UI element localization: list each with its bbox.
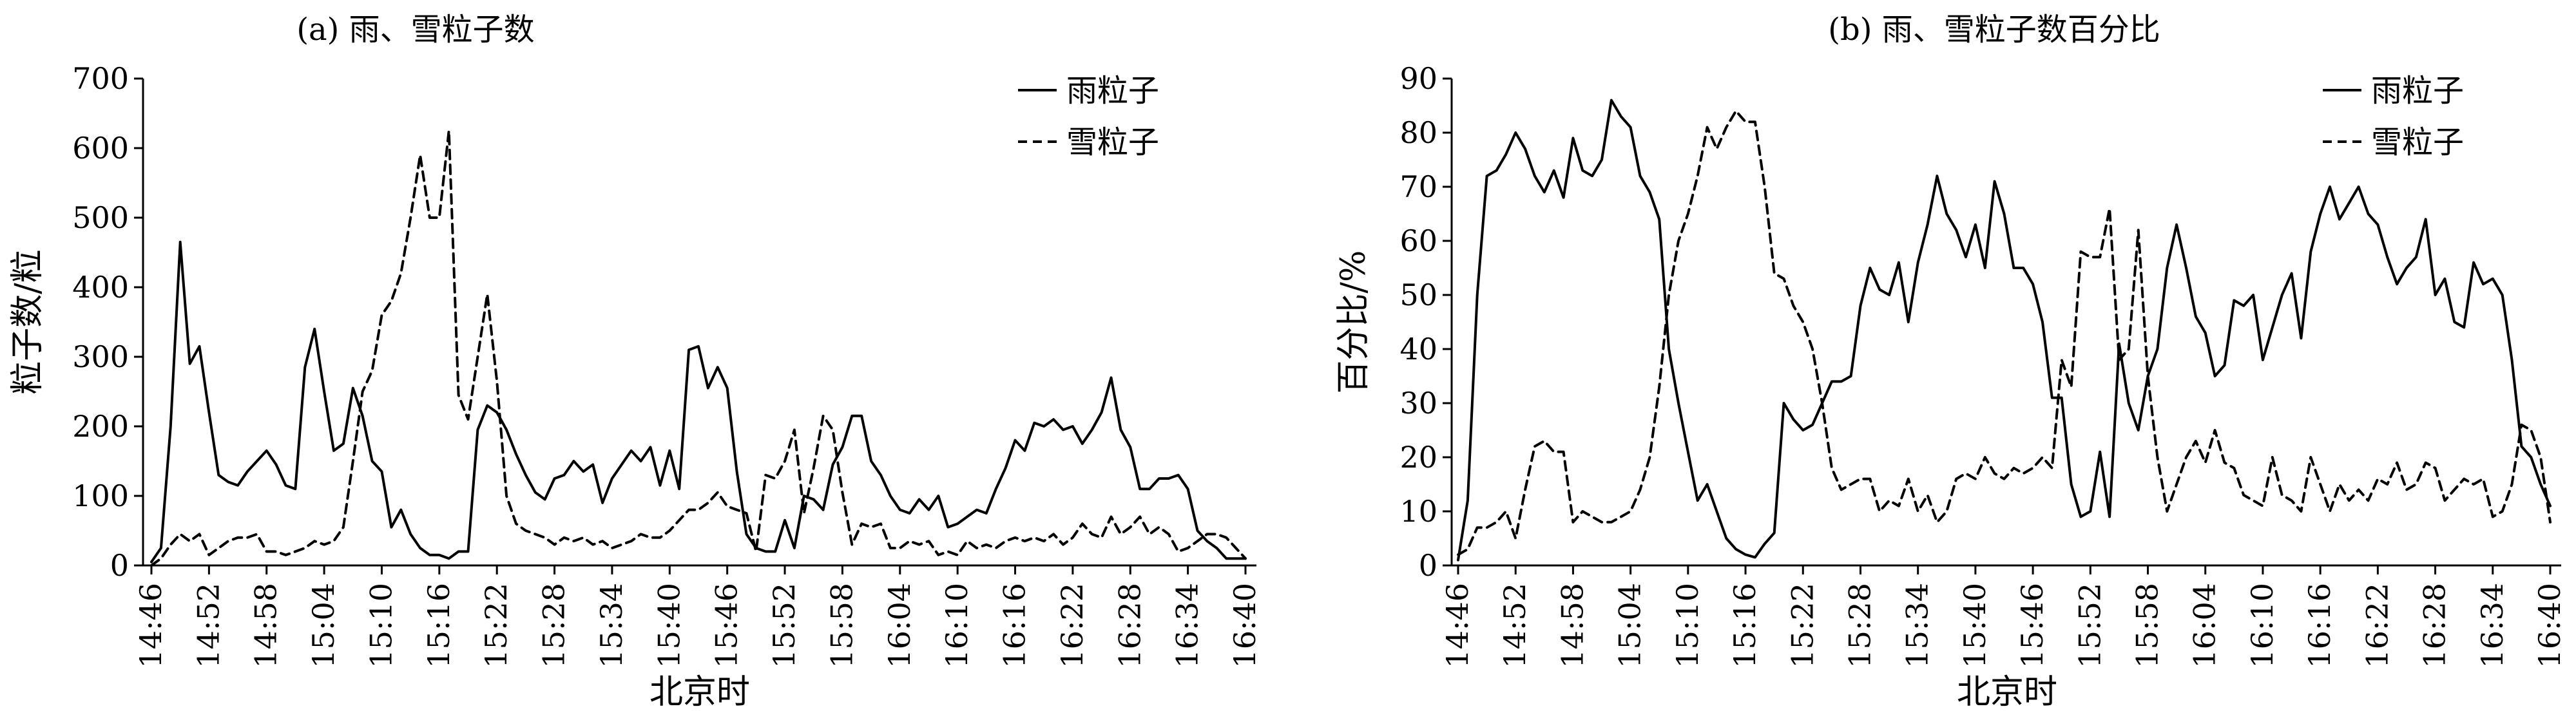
x-tick-label: 15:04 — [1613, 583, 1648, 668]
x-tick-label: 15:40 — [1957, 583, 1992, 668]
y-tick-label: 10 — [1399, 494, 1437, 529]
x-tick-label: 15:10 — [363, 583, 398, 668]
x-tick-label: 16:22 — [2360, 583, 2394, 668]
x-tick-label: 15:58 — [824, 583, 859, 668]
y-tick-label: 600 — [72, 131, 129, 166]
chart-a-legend-snow-label: 雪粒子 — [1066, 124, 1159, 160]
y-tick-label: 0 — [110, 548, 129, 583]
x-tick-label: 15:28 — [1842, 583, 1877, 668]
x-tick-label: 16:04 — [882, 583, 917, 668]
x-tick-label: 14:52 — [191, 583, 226, 668]
x-tick-label: 15:28 — [537, 583, 572, 668]
x-tick-label: 16:40 — [2532, 583, 2567, 668]
x-tick-label: 15:04 — [306, 583, 341, 668]
x-tick-label: 15:16 — [1727, 583, 1762, 668]
chart-b-legend-rain-label: 雨粒子 — [2371, 73, 2464, 109]
x-tick-label: 16:28 — [2417, 583, 2452, 668]
chart-b-x-axis-label: 北京时 — [1957, 673, 2057, 712]
x-tick-label: 16:22 — [1055, 583, 1090, 668]
x-tick-label: 15:46 — [709, 583, 744, 668]
y-tick-label: 70 — [1399, 169, 1437, 204]
y-tick-label: 0 — [1419, 548, 1437, 583]
chart-a-x-ticks: 14:46 14:52 14:58 15:04 15:10 15:16 15:22 15:28… — [133, 565, 1262, 668]
x-tick-label: 16:34 — [1170, 583, 1205, 668]
chart-a-y-axis-label: 粒子数/粒 — [8, 249, 47, 395]
chart-a-x-axis-label: 北京时 — [649, 673, 750, 712]
x-tick-label: 14:58 — [249, 583, 284, 668]
y-tick-label: 30 — [1399, 386, 1437, 421]
rain-particles-line — [1457, 99, 2552, 562]
x-tick-label: 15:34 — [594, 583, 629, 668]
x-tick-label: 14:46 — [133, 583, 168, 668]
chart-a-series — [150, 129, 1247, 567]
x-tick-label: 16:10 — [939, 583, 974, 668]
y-tick-label: 40 — [1399, 332, 1437, 366]
chart-a-legend-rain-label: 雨粒子 — [1066, 73, 1159, 109]
chart-b-x-ticks: 14:46 14:52 14:58 15:04 15:10 15:16 15:22 15:28… — [1440, 565, 2567, 668]
rain-particles-line — [150, 240, 1247, 564]
snow-particles-line — [1457, 109, 2552, 556]
x-tick-label: 14:46 — [1440, 583, 1475, 668]
chart-b-legend-snow-label: 雪粒子 — [2371, 124, 2464, 160]
x-tick-label: 16:16 — [2302, 583, 2337, 668]
chart-a-legend: 雨粒子 雪粒子 — [1018, 73, 1159, 160]
x-tick-label: 15:52 — [767, 583, 802, 668]
x-tick-label: 15:46 — [2015, 583, 2050, 668]
x-tick-label: 16:28 — [1112, 583, 1147, 668]
y-tick-label: 60 — [1399, 223, 1437, 258]
x-tick-label: 15:40 — [651, 583, 686, 668]
y-tick-label: 400 — [72, 270, 129, 305]
y-tick-label: 700 — [72, 61, 129, 96]
x-tick-label: 15:22 — [479, 583, 514, 668]
x-tick-label: 16:40 — [1227, 583, 1262, 668]
x-tick-label: 15:16 — [421, 583, 456, 668]
chart-b-series — [1457, 99, 2552, 562]
chart-a-y-ticks: 0 100 200 300 400 500 600 700 — [72, 61, 143, 583]
y-tick-label: 80 — [1399, 115, 1437, 150]
x-tick-label: 14:58 — [1555, 583, 1590, 668]
x-tick-label: 15:52 — [2072, 583, 2107, 668]
chart-a-title: (a) 雨、雪粒子数 — [296, 12, 534, 48]
y-tick-label: 300 — [72, 339, 129, 374]
y-tick-label: 100 — [72, 478, 129, 513]
x-tick-label: 15:58 — [2130, 583, 2165, 668]
x-tick-label: 16:04 — [2187, 583, 2222, 668]
chart-b-title: (b) 雨、雪粒子数百分比 — [1828, 12, 2160, 48]
snow-particles-line — [150, 129, 1247, 567]
y-tick-label: 50 — [1399, 278, 1437, 312]
x-tick-label: 15:10 — [1670, 583, 1705, 668]
x-tick-label: 15:34 — [1900, 583, 1935, 668]
chart-b-y-ticks: 0 10 20 30 40 50 60 70 80 90 — [1399, 61, 1452, 583]
x-tick-label: 16:16 — [997, 583, 1032, 668]
y-tick-label: 20 — [1399, 440, 1437, 475]
chart-b-y-axis-label: 百分比/% — [1334, 251, 1373, 394]
chart-b-legend: 雨粒子 雪粒子 — [2323, 73, 2464, 160]
x-tick-label: 15:22 — [1785, 583, 1820, 668]
x-tick-label: 16:34 — [2475, 583, 2510, 668]
y-tick-label: 90 — [1399, 61, 1437, 96]
y-tick-label: 500 — [72, 200, 129, 235]
x-tick-label: 14:52 — [1497, 583, 1532, 668]
y-tick-label: 200 — [72, 409, 129, 444]
x-tick-label: 16:10 — [2245, 583, 2280, 668]
